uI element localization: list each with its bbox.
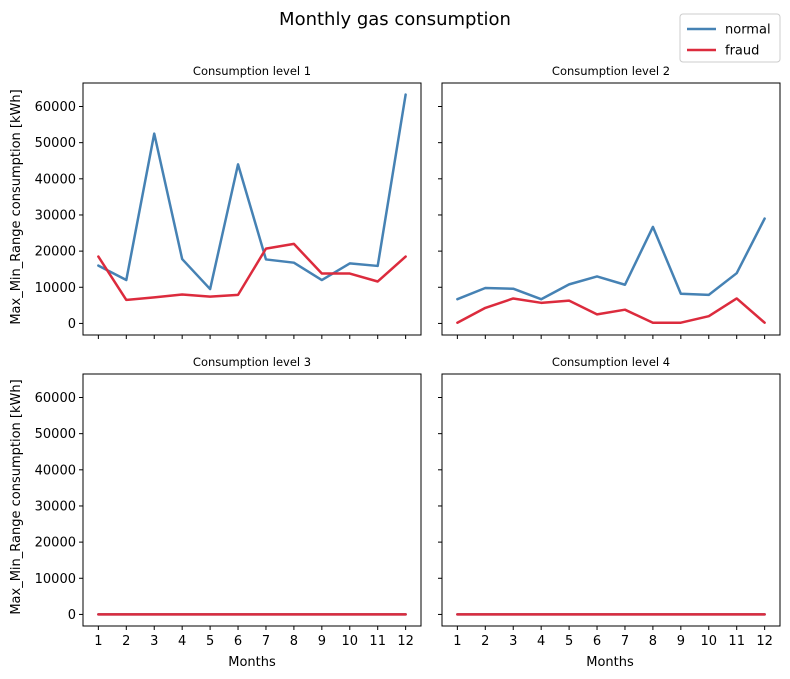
subplot-2: Consumption level 2 [438,64,781,339]
legend: normal fraud [679,13,781,63]
x-tick-label: 11 [728,634,745,649]
subplot-title: Consumption level 4 [552,355,670,369]
y-tick-label: 30000 [35,499,76,514]
figure-title: Monthly gas consumption [279,9,511,30]
plot-frame [441,373,781,627]
x-tick-label: 9 [318,634,326,649]
y-tick-label: 10000 [35,281,76,296]
legend-item-fraud: fraud [687,44,759,59]
y-tick-label: 40000 [35,172,76,187]
x-tick-label: 7 [621,634,629,649]
x-tick-label: 6 [234,634,242,649]
y-tick-label: 30000 [35,208,76,223]
x-tick-label: 12 [756,634,773,649]
subplot-title: Consumption level 3 [193,355,311,369]
series-line-fraud [97,242,407,302]
legend-label-fraud: fraud [725,44,759,59]
y-tick-label: 50000 [35,136,76,151]
series-line-fraud [456,297,766,324]
y-tick-label: 50000 [35,427,76,442]
y-axis-label-top: Max_Min_Range consumption [kWh] [9,89,24,324]
x-tick-label: 8 [290,634,298,649]
x-tick-label: 5 [565,634,573,649]
x-tick-label: 1 [453,634,461,649]
y-tick-label: 10000 [35,572,76,587]
plot-frame [441,82,781,336]
legend-label-normal: normal [725,23,771,38]
x-tick-label: 12 [397,634,414,649]
y-tick-label: 0 [68,317,76,332]
x-tick-label: 10 [700,634,717,649]
x-tick-label: 9 [677,634,685,649]
x-tick-label: 5 [206,634,214,649]
y-tick-label: 20000 [35,536,76,551]
x-tick-label: 6 [593,634,601,649]
series-line-normal [456,217,766,301]
y-tick-label: 60000 [35,391,76,406]
plot-frame [82,373,422,627]
subplot-1: Consumption level 1 0 10000 20000 30000 40000… [35,64,422,339]
subplot-title: Consumption level 1 [193,64,311,78]
x-tick-label: 1 [94,634,102,649]
y-tick-label: 20000 [35,245,76,260]
legend-item-normal: normal [687,23,771,38]
x-tick-label: 2 [122,634,130,649]
x-tick-label: 3 [150,634,158,649]
subplot-title: Consumption level 2 [552,64,670,78]
x-tick-label: 3 [509,634,517,649]
x-tick-label: 7 [262,634,270,649]
y-axis-label-bottom: Max_Min_Range consumption [kWh] [9,379,24,614]
series-line-normal [97,93,407,291]
x-tick-label: 4 [178,634,186,649]
subplot-grid: Consumption level 1 0 10000 20000 30000 40000… [35,64,781,649]
x-tick-label: 2 [481,634,489,649]
x-tick-label: 10 [341,634,358,649]
plot-frame [82,82,422,336]
x-tick-label: 11 [369,634,386,649]
y-tick-label: 40000 [35,463,76,478]
y-tick-label: 0 [68,608,76,623]
x-axis-label-left: Months [228,655,276,670]
y-tick-label: 60000 [35,100,76,115]
subplot-3: Consumption level 3 0 10000 20000 30000 40000… [35,355,422,649]
x-axis-label-right: Months [586,655,634,670]
x-tick-label: 8 [649,634,657,649]
x-tick-label: 4 [537,634,545,649]
subplot-4: Consumption level 41 2 3 4 5 6 7 8 9 10 11 12 [438,355,781,649]
